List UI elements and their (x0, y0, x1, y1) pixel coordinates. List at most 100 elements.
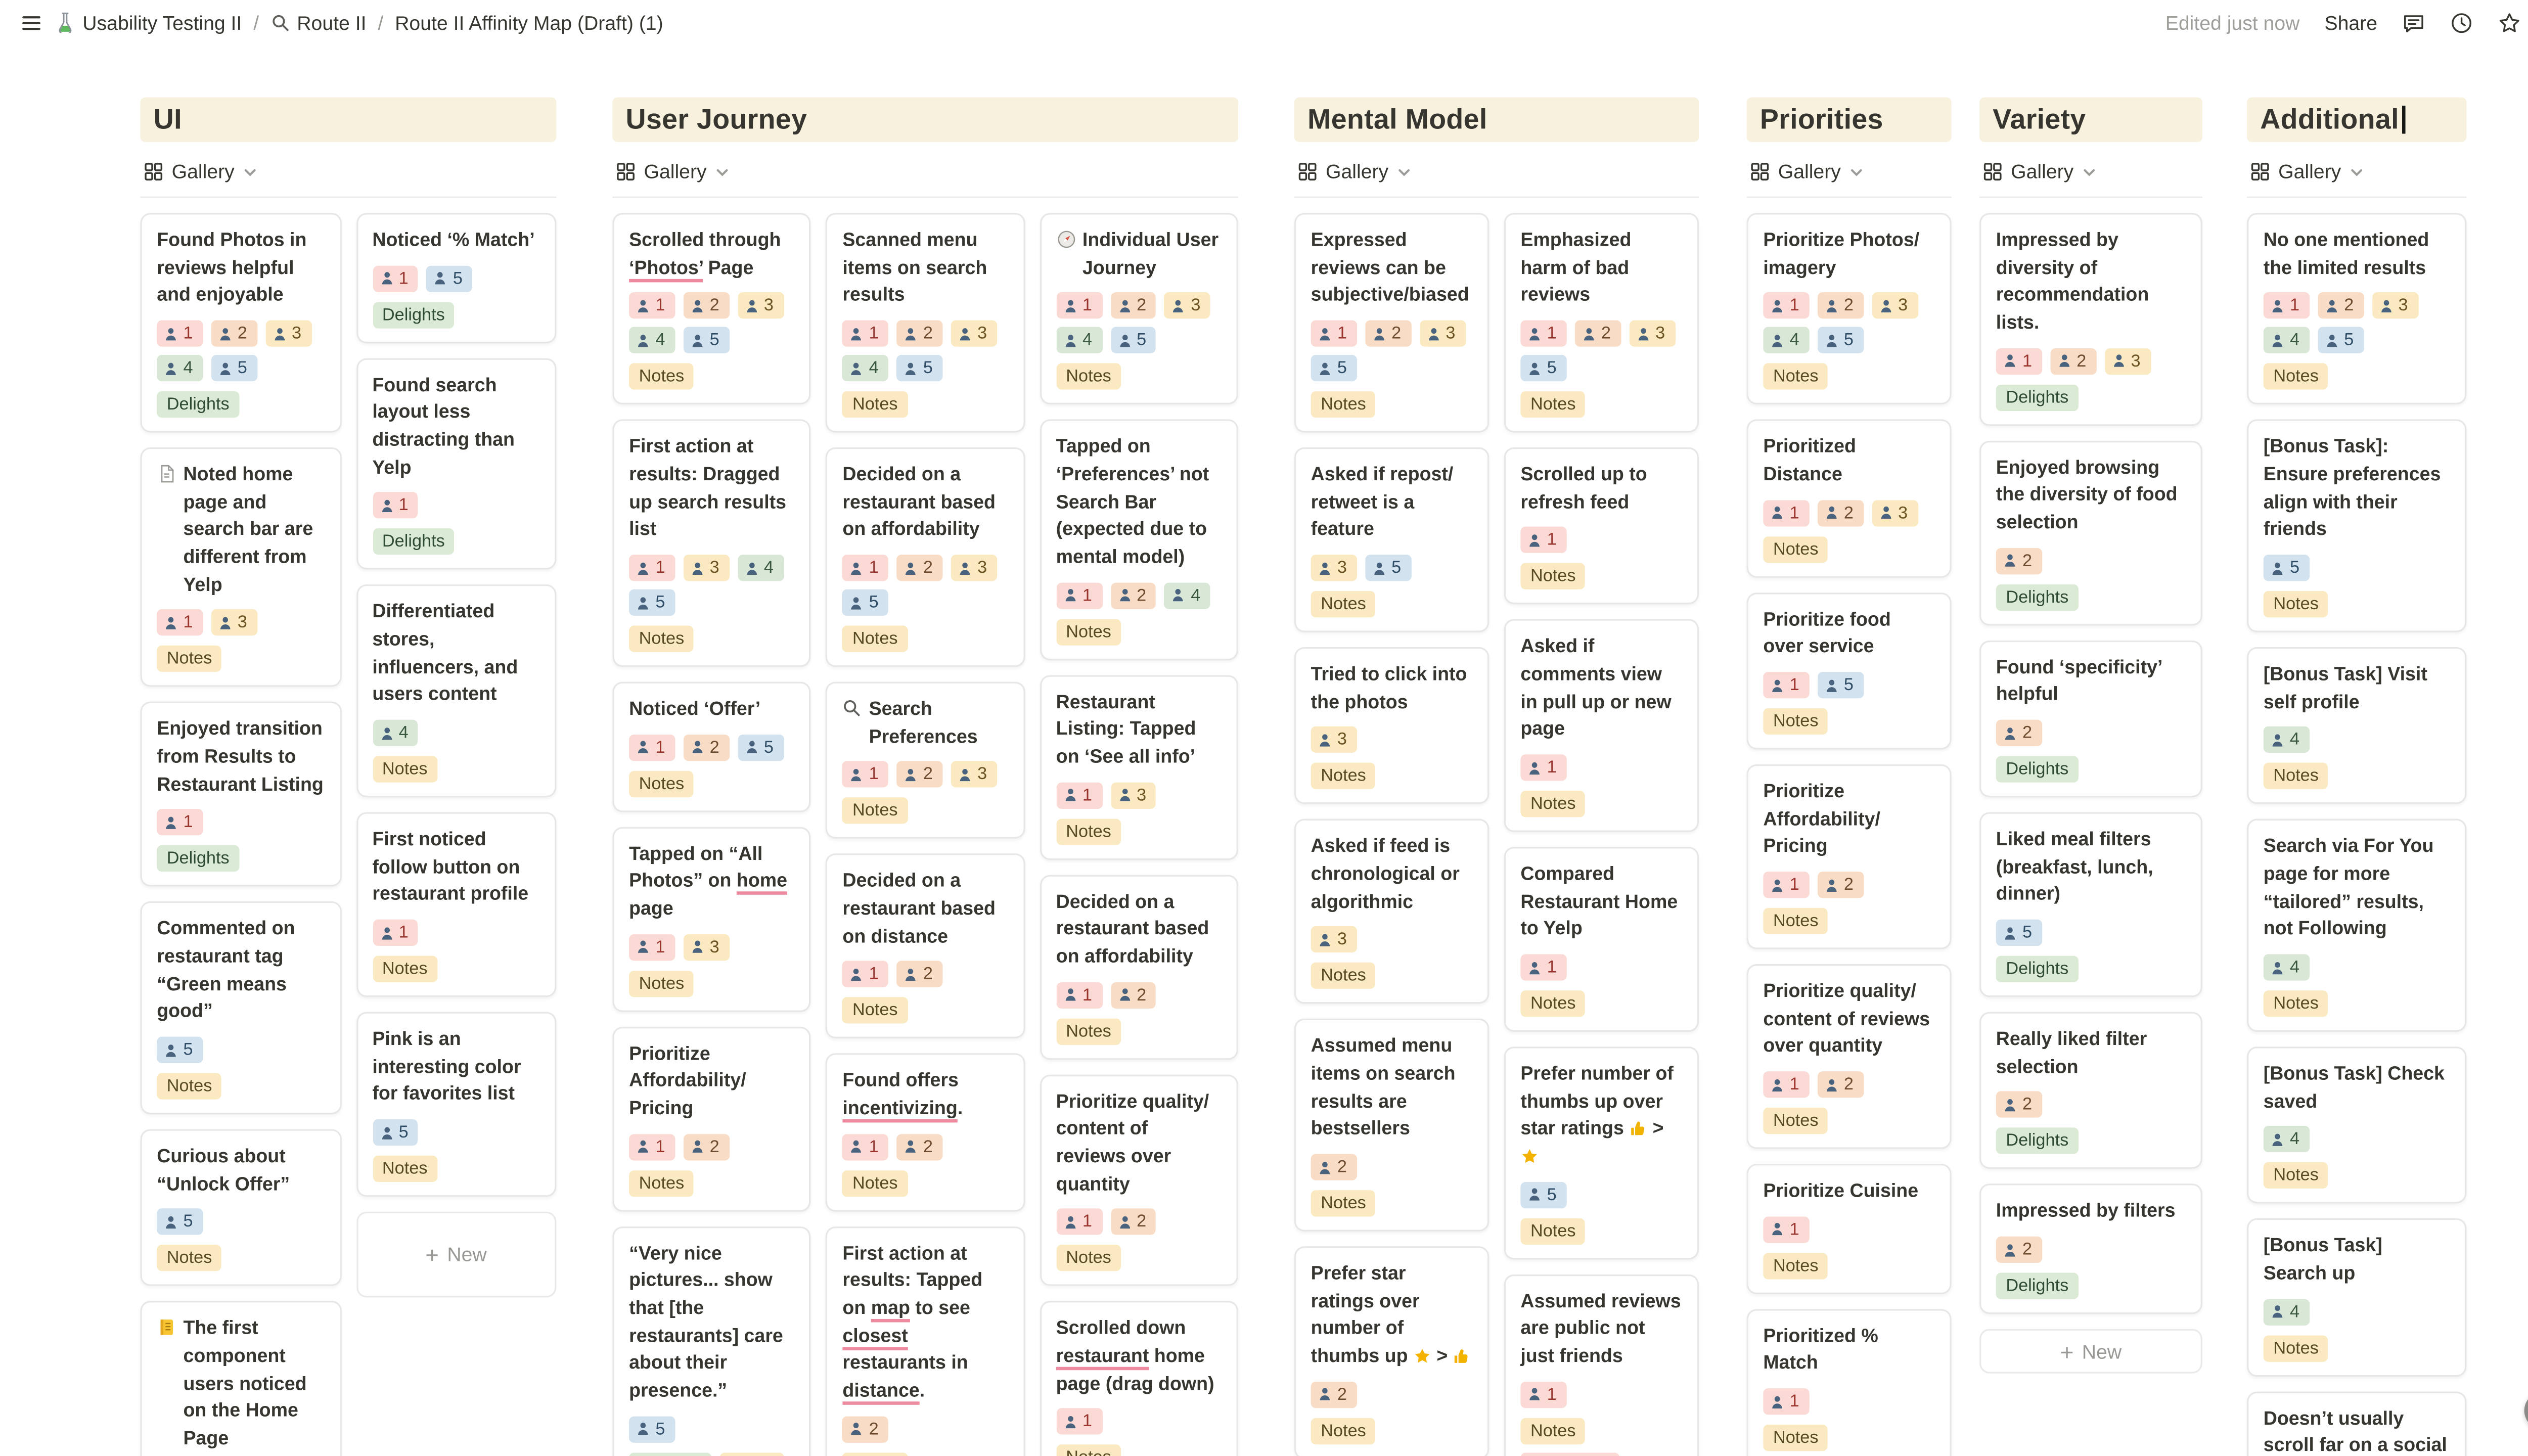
card[interactable]: Commented on restaurant tag “Green means… (140, 902, 341, 1115)
card[interactable]: Assumed reviews are public not just frie… (1504, 1274, 1699, 1456)
card[interactable]: Prioritize Affordability/​Pricing 1 2 Notes (1746, 764, 1952, 949)
breadcrumb-item[interactable]: Usability Testing II (55, 11, 242, 34)
card[interactable]: Scanned menu items on search results 1 2 3 4… (826, 213, 1025, 433)
card[interactable]: Noted home page and search bar are diffe… (140, 447, 341, 688)
column-title[interactable]: UI (140, 97, 557, 142)
new-card-button[interactable]: + New (1979, 1329, 2202, 1374)
card[interactable]: First action at results: Dragged up sear… (612, 420, 811, 667)
card[interactable]: Decided on a restaurant based on distanc… (826, 854, 1025, 1039)
card[interactable]: Tapped on “All Photos” on home page 1 3 Not… (612, 826, 811, 1012)
card[interactable]: Compared Restaurant Home to Yelp 1 Notes (1504, 847, 1699, 1032)
person-number: 1 (1547, 757, 1557, 778)
card[interactable]: Assumed menu items on search results are… (1294, 1019, 1489, 1232)
view-switcher[interactable]: Gallery (2250, 158, 2467, 185)
card[interactable]: Restaurant Listing: Tapped on ‘See all i… (1040, 674, 1238, 860)
card[interactable]: Individual User Journey 1 2 3 4 5 Notes (1040, 213, 1238, 405)
card[interactable]: Emphasized harm of bad reviews 1 2 3 5 Notes (1504, 213, 1699, 433)
card[interactable]: Decided on a restaurant based on afforda… (826, 447, 1025, 667)
card[interactable]: Pink is an interesting color for favorit… (355, 1012, 557, 1197)
card[interactable]: Noticed ‘Offer’ 1 2 5 Notes (612, 681, 811, 812)
card[interactable]: Enjoyed transition from Results to Resta… (140, 702, 341, 887)
card[interactable]: Found Photos in reviews helpful and enjo… (140, 213, 341, 433)
person-number: 3 (2131, 351, 2141, 371)
view-switcher[interactable]: Gallery (144, 158, 556, 185)
card[interactable]: Noticed ‘% Match’ 1 5 Delights (355, 213, 557, 343)
card[interactable]: [Bonus Task] Check saved 4 Notes (2247, 1046, 2467, 1204)
card[interactable]: Prioritize food over service 1 5 Notes (1746, 592, 1952, 750)
card[interactable]: Prefer star ratings over number of thumb… (1294, 1246, 1489, 1456)
category-tag: Notes (157, 1073, 222, 1100)
card[interactable]: Really liked filter selection 2 Delights (1979, 1012, 2202, 1170)
card[interactable]: Tried to click into the photos 3 Notes (1294, 647, 1489, 805)
card[interactable]: Doesn’t usually scroll far on a social f… (2247, 1391, 2467, 1456)
person-icon (1063, 333, 1077, 348)
card[interactable]: [Bonus Task]: Ensure preferences align w… (2247, 420, 2467, 632)
card[interactable]: Prioritized % Match 1 Notes (1746, 1308, 1952, 1456)
chevron-down-icon (243, 163, 257, 180)
card-title-text: Asked if feed is chronological or algori… (1311, 837, 1460, 913)
person-number: 1 (1082, 985, 1092, 1005)
notebook-icon (157, 1318, 176, 1454)
person-number: 1 (869, 558, 879, 578)
card[interactable]: [Bonus Task] Visit self profile 4 Notes (2247, 647, 2467, 805)
history-button[interactable] (2450, 11, 2473, 34)
card[interactable]: No one mentioned the limited results 1 2 3 4… (2247, 213, 2467, 405)
card[interactable]: Expressed reviews can be subjective/​bia… (1294, 213, 1489, 433)
card[interactable]: Prioritize Cuisine 1 Notes (1746, 1164, 1952, 1294)
breadcrumb-item[interactable]: Route II (270, 11, 366, 34)
column-title[interactable]: Additional (2247, 97, 2467, 142)
card[interactable]: Curious about “Unlock Offer” 5 Notes (140, 1129, 341, 1287)
column-title[interactable]: Variety (1979, 97, 2202, 142)
card[interactable]: Scrolled down restaurant home page (drag… (1040, 1301, 1238, 1456)
card[interactable]: The first component users noticed on the… (140, 1301, 341, 1456)
card[interactable]: Found search layout less distracting tha… (355, 357, 557, 570)
card[interactable]: Impressed by diversity of recommendation… (1979, 213, 2202, 426)
card[interactable]: Decided on a restaurant based on afforda… (1040, 874, 1238, 1060)
column-title[interactable]: Mental Model (1294, 97, 1699, 142)
card[interactable]: Liked meal filters (breakfast, lunch, di… (1979, 812, 2202, 997)
category-tag: Notes (842, 1170, 908, 1197)
view-switcher[interactable]: Gallery (1983, 158, 2202, 185)
view-switcher[interactable]: Gallery (1750, 158, 1951, 185)
breadcrumb-item[interactable]: Route II Affinity Map (Draft) (1) (395, 11, 663, 34)
card[interactable]: Found ‘specificity’ helpful 2 Delights (1979, 640, 2202, 798)
category-tag: Notes (1520, 1217, 1586, 1245)
sidebar-toggle-button[interactable] (20, 11, 43, 34)
card[interactable]: Prioritize Photos/​imagery 1 2 3 4 5 Notes (1746, 213, 1952, 405)
card[interactable]: Impressed by filters 2 Delights (1979, 1184, 2202, 1314)
card[interactable]: Scrolled through ‘Photos’ Page 1 2 3 4 5 Notes (612, 213, 811, 405)
card[interactable]: Found offers incentivizing. 1 2 Notes (826, 1054, 1025, 1211)
card[interactable]: Scrolled up to refresh feed 1 Notes (1504, 447, 1699, 605)
card[interactable]: Asked if comments view in pull up or new… (1504, 619, 1699, 832)
share-button[interactable]: Share (2324, 11, 2378, 34)
card[interactable]: Prefer number of thumbs up over star rat… (1504, 1046, 1699, 1259)
column-title[interactable]: User Journey (612, 97, 1238, 142)
comments-button[interactable] (2402, 11, 2425, 34)
card[interactable]: Prioritize quality/​content of reviews o… (1040, 1074, 1238, 1287)
favorite-button[interactable] (2498, 11, 2521, 34)
card[interactable]: Search Preferences 1 2 3 Notes (826, 681, 1025, 839)
view-switcher[interactable]: Gallery (1298, 158, 1699, 185)
person-tag: 5 (737, 734, 784, 761)
card[interactable]: Enjoyed browsing the diversity of food s… (1979, 440, 2202, 625)
card[interactable]: Prioritize quality/​content of reviews o… (1746, 964, 1952, 1149)
person-icon (2003, 725, 2017, 740)
card[interactable]: [Bonus Task] Search up 4 Notes (2247, 1219, 2467, 1377)
card[interactable]: First noticed follow button on restauran… (355, 812, 557, 997)
column-v: Variety Gallery Impressed by diversity of … (1979, 97, 2202, 1374)
card[interactable]: Prioritized Distance 1 2 3 Notes (1746, 420, 1952, 577)
card[interactable]: First action at results: Tapped on map t… (826, 1226, 1025, 1456)
new-card-button[interactable]: + New (355, 1211, 557, 1298)
card[interactable]: Asked if feed is chronological or algori… (1294, 819, 1489, 1005)
card[interactable]: Tapped on ‘Preferences’ not Search Bar (… (1040, 420, 1238, 660)
card[interactable]: Prioritize Affordability/​Pricing 1 2 Notes (612, 1026, 811, 1211)
card[interactable]: Search via For You page for more “tailor… (2247, 819, 2467, 1032)
card[interactable]: “Very nice pictures... show that [the re… (612, 1226, 811, 1456)
card[interactable]: Asked if repost/​retweet is a feature 3 5 N… (1294, 447, 1489, 632)
help-button[interactable]: ? (2524, 1391, 2528, 1430)
person-tag: 1 (1763, 499, 1810, 526)
view-switcher[interactable]: Gallery (616, 158, 1238, 185)
column-title[interactable]: Priorities (1746, 97, 1952, 142)
card[interactable]: Differentiated stores, influencers, and … (355, 585, 557, 798)
